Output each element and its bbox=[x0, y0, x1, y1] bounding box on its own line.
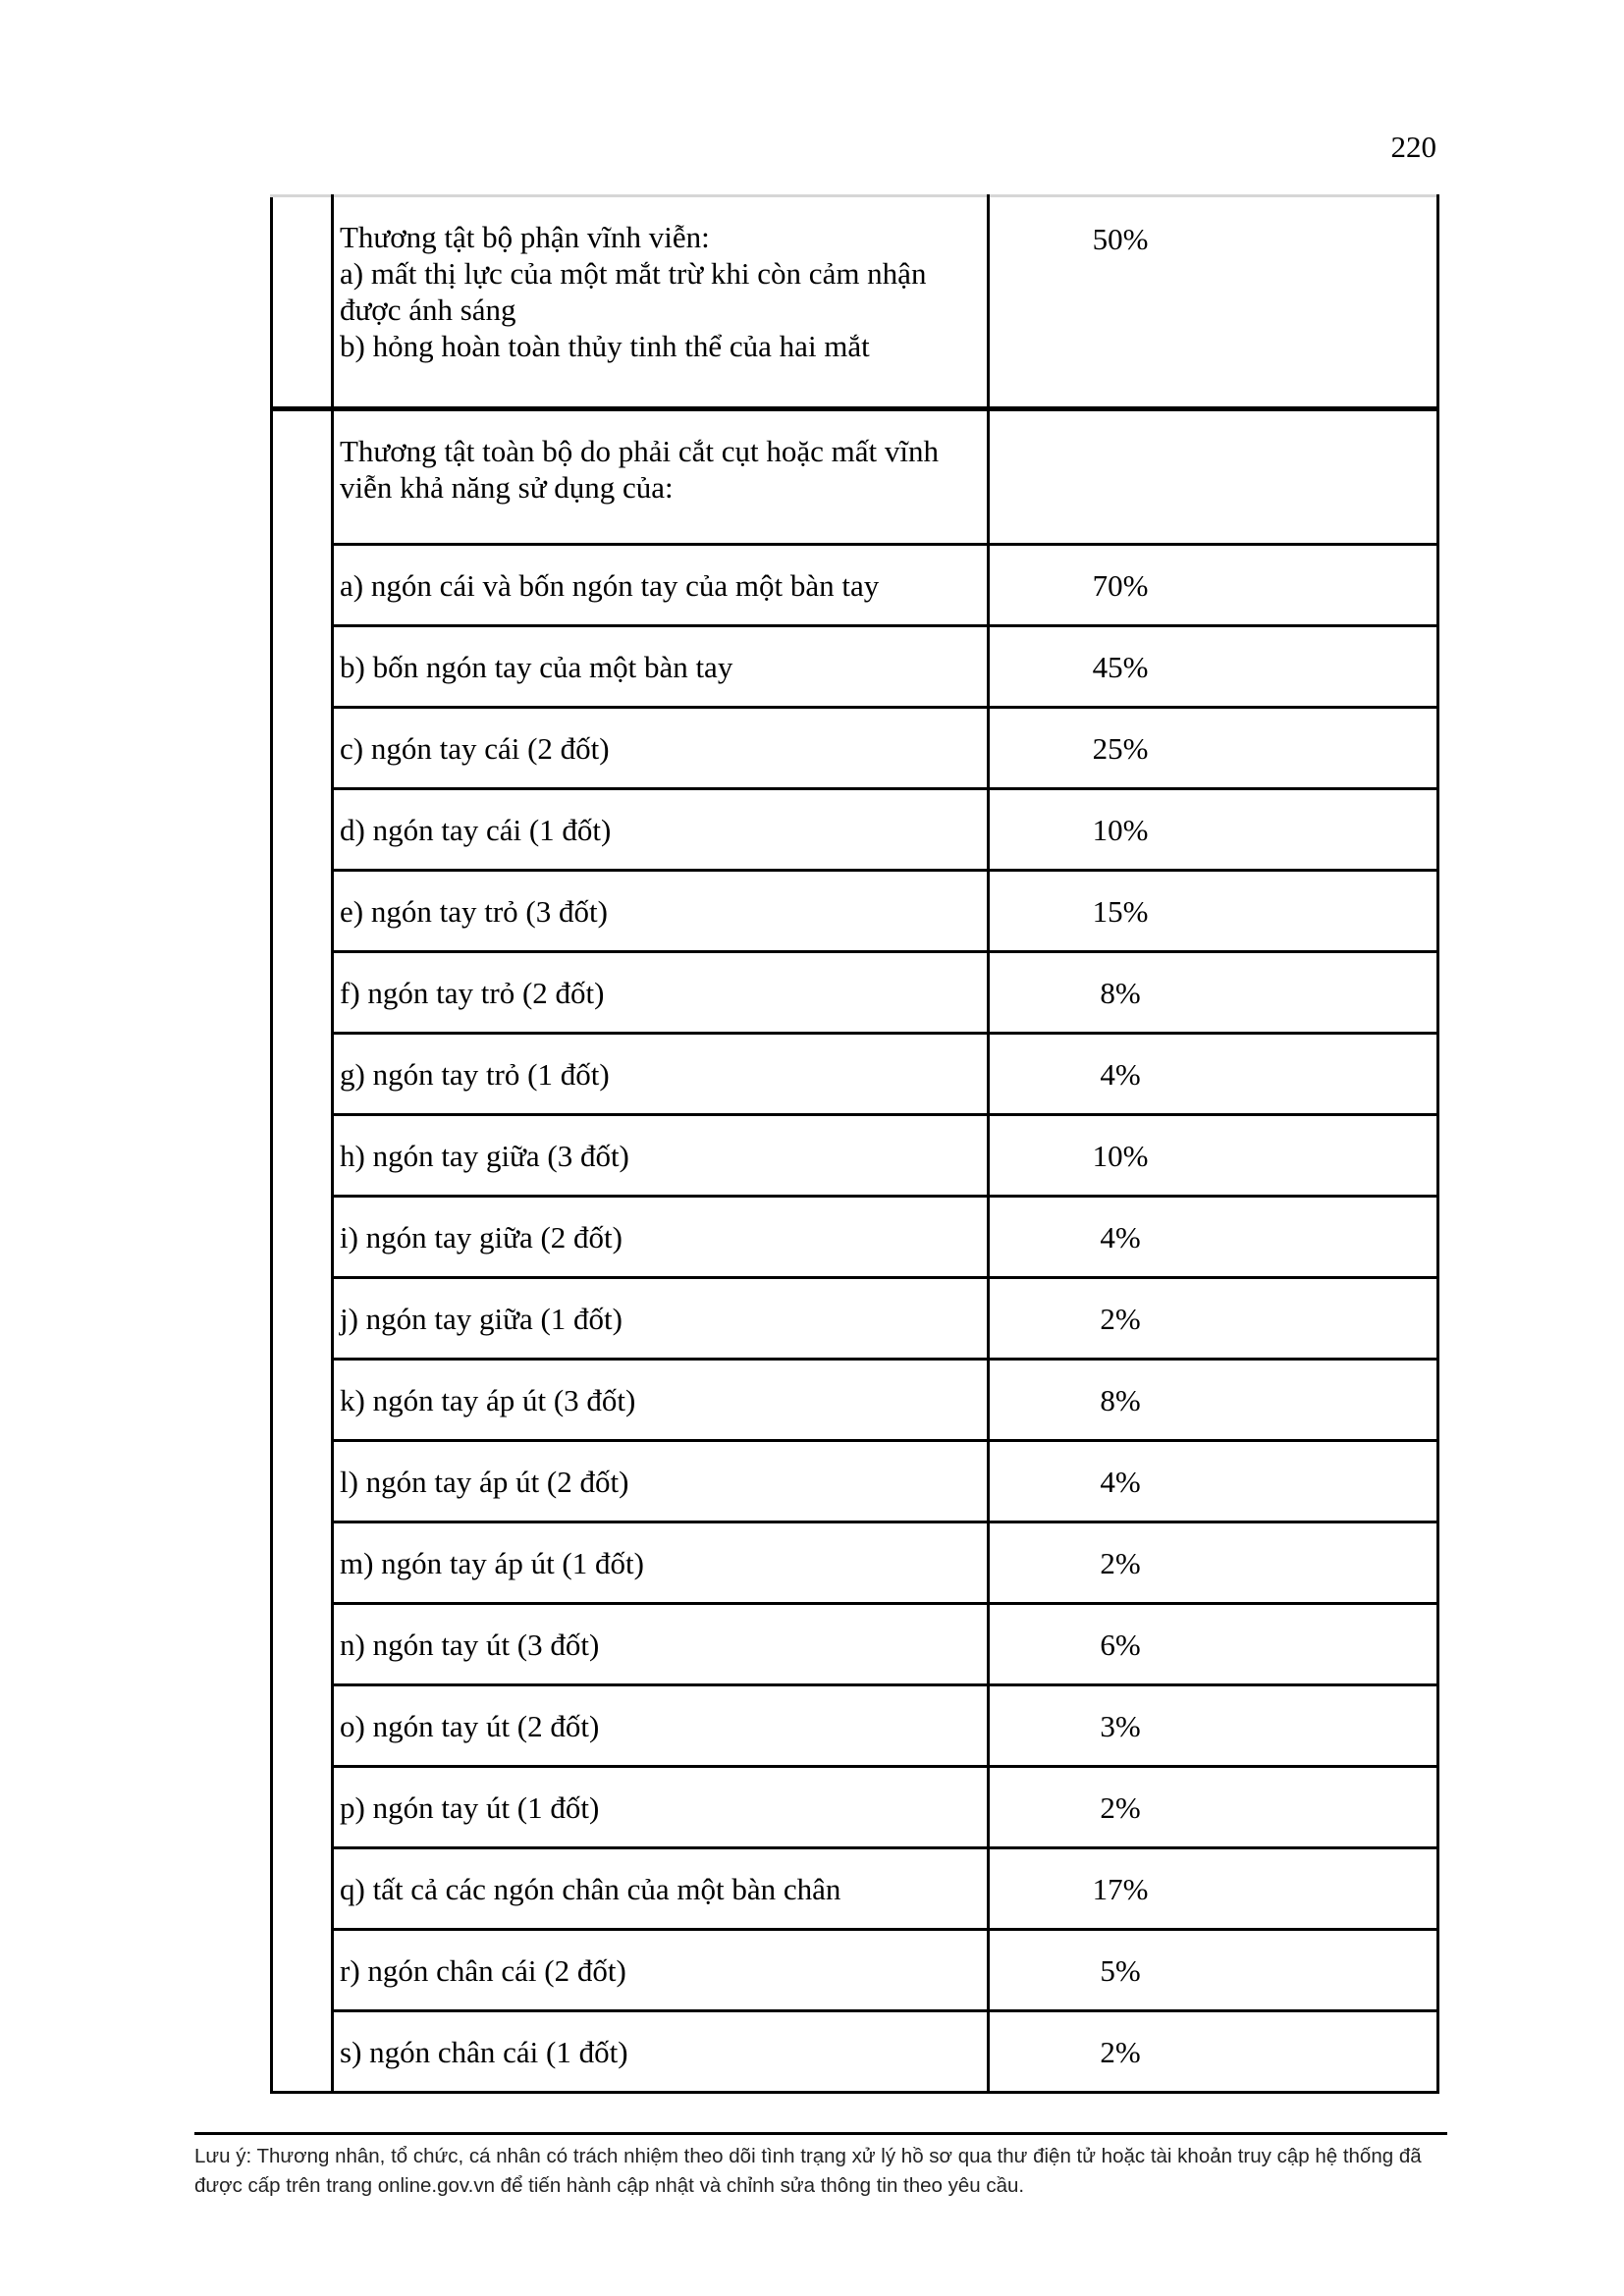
injury-percent: 3% bbox=[987, 1683, 1439, 1768]
table-row: q) tất cả các ngón chân của một bàn chân… bbox=[272, 1846, 1439, 1931]
table-row: p) ngón tay út (1 đốt) 2% bbox=[272, 1765, 1439, 1849]
injury-label: h) ngón tay giữa (3 đốt) bbox=[331, 1113, 990, 1198]
injury-percent: 15% bbox=[987, 869, 1439, 953]
table-row: o) ngón tay út (2 đốt) 3% bbox=[272, 1683, 1439, 1768]
injury-percentage-table: Thương tật bộ phận vĩnh viễn: a) mất thị… bbox=[270, 194, 1439, 2094]
injury-percent: 70% bbox=[987, 543, 1439, 627]
injury-label: q) tất cả các ngón chân của một bàn chân bbox=[331, 1846, 990, 1931]
injury-percent: 10% bbox=[987, 1113, 1439, 1198]
injury-label: e) ngón tay trỏ (3 đốt) bbox=[331, 869, 990, 953]
section-header-percent-cell bbox=[987, 407, 1439, 546]
partial-injury-line-3: b) hỏng hoàn toàn thủy tinh thể của hai … bbox=[340, 329, 870, 363]
injury-percent: 25% bbox=[987, 706, 1439, 790]
narrow-merged-cell bbox=[270, 407, 334, 2094]
table-row: h) ngón tay giữa (3 đốt) 10% bbox=[272, 1113, 1439, 1198]
injury-label: f) ngón tay trỏ (2 đốt) bbox=[331, 950, 990, 1035]
footer-note: Lưu ý: Thương nhân, tổ chức, cá nhân có … bbox=[194, 2132, 1447, 2201]
injury-label: b) bốn ngón tay của một bàn tay bbox=[331, 624, 990, 709]
injury-label: r) ngón chân cái (2 đốt) bbox=[331, 1928, 990, 2012]
narrow-spacer-cell bbox=[270, 194, 334, 411]
injury-label: o) ngón tay út (2 đốt) bbox=[331, 1683, 990, 1768]
injury-label: l) ngón tay áp út (2 đốt) bbox=[331, 1439, 990, 1523]
injury-label: n) ngón tay út (3 đốt) bbox=[331, 1602, 990, 1686]
injury-percent: 4% bbox=[987, 1032, 1439, 1116]
table-row: g) ngón tay trỏ (1 đốt) 4% bbox=[272, 1032, 1439, 1116]
table-row: a) ngón cái và bốn ngón tay của một bàn … bbox=[272, 543, 1439, 627]
table-row: e) ngón tay trỏ (3 đốt) 15% bbox=[272, 869, 1439, 953]
table-row: k) ngón tay áp út (3 đốt) 8% bbox=[272, 1358, 1439, 1442]
injury-percent: 17% bbox=[987, 1846, 1439, 1931]
table-row: m) ngón tay áp út (1 đốt) 2% bbox=[272, 1521, 1439, 1605]
injury-label: p) ngón tay út (1 đốt) bbox=[331, 1765, 990, 1849]
partial-injury-percent-cell: 50% bbox=[987, 194, 1439, 411]
section-header-row: Thương tật toàn bộ do phải cắt cụt hoặc … bbox=[270, 407, 1439, 2094]
injury-percent: 8% bbox=[987, 1358, 1439, 1442]
injury-percent: 5% bbox=[987, 1928, 1439, 2012]
table-row: n) ngón tay út (3 đốt) 6% bbox=[272, 1602, 1439, 1686]
table-row: r) ngón chân cái (2 đốt) 5% bbox=[272, 1928, 1439, 2012]
table-row: d) ngón tay cái (1 đốt) 10% bbox=[272, 787, 1439, 872]
page-number: 220 bbox=[1390, 130, 1437, 164]
table-row: c) ngón tay cái (2 đốt) 25% bbox=[272, 706, 1439, 790]
table-row: i) ngón tay giữa (2 đốt) 4% bbox=[272, 1195, 1439, 1279]
injury-label: j) ngón tay giữa (1 đốt) bbox=[331, 1276, 990, 1361]
injury-percent: 2% bbox=[987, 2009, 1439, 2094]
injury-percent: 45% bbox=[987, 624, 1439, 709]
table-row: j) ngón tay giữa (1 đốt) 2% bbox=[272, 1276, 1439, 1361]
table-row: b) bốn ngón tay của một bàn tay 45% bbox=[272, 624, 1439, 709]
partial-injury-line-1: Thương tật bộ phận vĩnh viễn: bbox=[340, 220, 710, 254]
injury-label: s) ngón chân cái (1 đốt) bbox=[331, 2009, 990, 2094]
table-row: f) ngón tay trỏ (2 đốt) 8% bbox=[272, 950, 1439, 1035]
injury-label: i) ngón tay giữa (2 đốt) bbox=[331, 1195, 990, 1279]
injury-percent: 2% bbox=[987, 1276, 1439, 1361]
injury-percent: 10% bbox=[987, 787, 1439, 872]
injury-label: a) ngón cái và bốn ngón tay của một bàn … bbox=[331, 543, 990, 627]
partial-injury-line-2: a) mất thị lực của một mắt trừ khi còn c… bbox=[340, 256, 927, 327]
injury-label: m) ngón tay áp út (1 đốt) bbox=[331, 1521, 990, 1605]
partial-injury-description-cell: Thương tật bộ phận vĩnh viễn: a) mất thị… bbox=[331, 194, 990, 411]
injury-percent: 4% bbox=[987, 1439, 1439, 1523]
table-row: l) ngón tay áp út (2 đốt) 4% bbox=[272, 1439, 1439, 1523]
partial-injury-row: Thương tật bộ phận vĩnh viễn: a) mất thị… bbox=[270, 194, 1439, 411]
injury-label: g) ngón tay trỏ (1 đốt) bbox=[331, 1032, 990, 1116]
injury-label: d) ngón tay cái (1 đốt) bbox=[331, 787, 990, 872]
injury-percent: 2% bbox=[987, 1765, 1439, 1849]
section-header-cell: Thương tật toàn bộ do phải cắt cụt hoặc … bbox=[331, 407, 990, 546]
injury-percent: 8% bbox=[987, 950, 1439, 1035]
injury-percent: 6% bbox=[987, 1602, 1439, 1686]
injury-label: c) ngón tay cái (2 đốt) bbox=[331, 706, 990, 790]
injury-percent: 4% bbox=[987, 1195, 1439, 1279]
injury-percent: 2% bbox=[987, 1521, 1439, 1605]
injury-label: k) ngón tay áp út (3 đốt) bbox=[331, 1358, 990, 1442]
table-row: s) ngón chân cái (1 đốt) 2% bbox=[272, 2009, 1439, 2094]
